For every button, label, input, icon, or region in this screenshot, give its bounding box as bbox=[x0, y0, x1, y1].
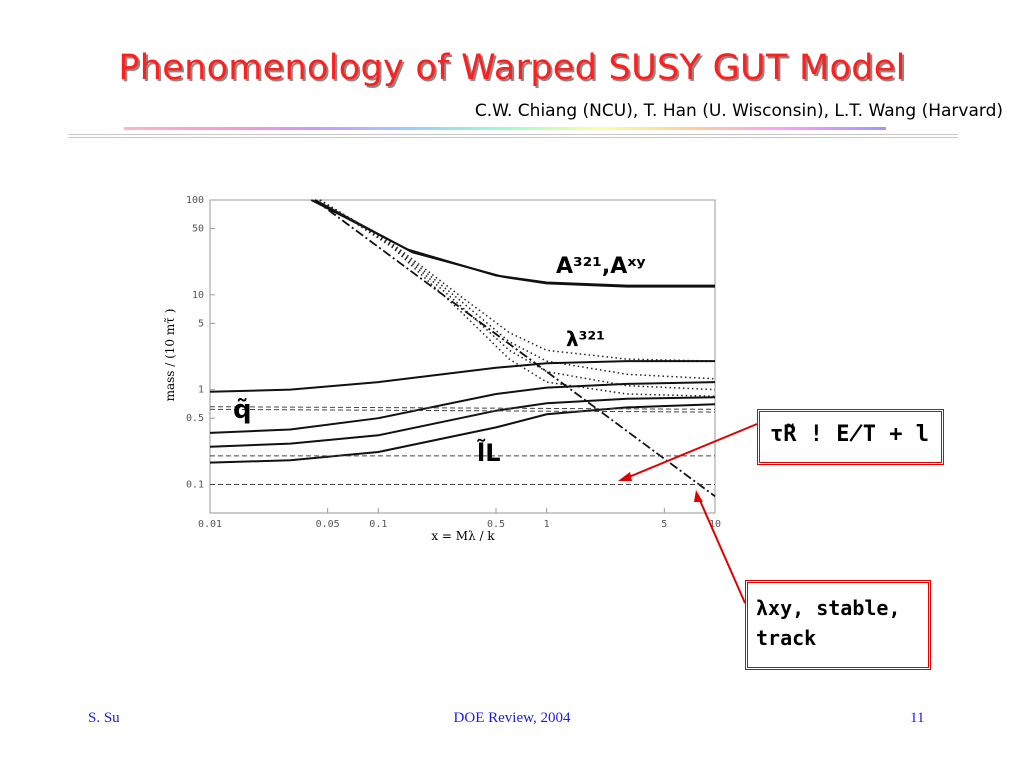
x-axis-label: x = Mλ / k bbox=[431, 529, 495, 543]
tick-group: 0.01 0.05 0.1 0.5 1 5 10 0.1 0.5 1 5 10 50 100 bbox=[186, 195, 721, 530]
series-line-lam4 bbox=[319, 199, 716, 398]
y-tick-label: 10 bbox=[192, 290, 204, 301]
series-line-s4 bbox=[209, 403, 716, 464]
footer-author: S. Su bbox=[88, 710, 120, 726]
x-tick-label: 10 bbox=[709, 519, 721, 530]
footer-page-number: 11 bbox=[910, 710, 925, 726]
x-tick-label: 0.1 bbox=[369, 519, 387, 530]
y-tick-label: 5 bbox=[198, 318, 204, 329]
x-tick-label: 0.05 bbox=[316, 519, 340, 530]
x-tick-label: 0.5 bbox=[487, 519, 505, 530]
y-tick-label: 50 bbox=[192, 224, 204, 235]
x-tick-label: 0.01 bbox=[198, 519, 222, 530]
label-lambda321: λ³²¹ bbox=[566, 327, 605, 351]
lambda-xy-line2: track bbox=[756, 626, 817, 650]
label-squark: q̃ bbox=[233, 395, 252, 425]
series-line-lam1 bbox=[319, 199, 716, 362]
x-tick-label: 5 bbox=[661, 519, 667, 530]
tau-decay-text: τ̃R ! E̸T + l bbox=[770, 422, 929, 447]
series-line-A2 bbox=[314, 199, 715, 288]
series-line-s3 bbox=[209, 396, 716, 448]
lambda-xy-text: λxy, stable, track bbox=[756, 593, 901, 653]
rainbow-divider bbox=[124, 127, 886, 130]
slide-title: Phenomenology of Warped SUSY GUT Model bbox=[118, 48, 906, 88]
plot-frame bbox=[209, 199, 716, 514]
footer-event: DOE Review, 2004 bbox=[453, 710, 571, 726]
tau-decay-callout: τ̃R ! E̸T + l bbox=[757, 409, 944, 465]
series-line-lamxy bbox=[314, 199, 716, 498]
series-line-s2 bbox=[209, 381, 716, 434]
x-tick-label: 1 bbox=[544, 519, 550, 530]
y-tick-label: 0.5 bbox=[186, 413, 204, 424]
lambda-xy-callout: λxy, stable, track bbox=[745, 580, 931, 670]
series-group bbox=[209, 199, 716, 498]
label-A: A³²¹,Aˣʸ bbox=[556, 254, 646, 279]
y-tick-label: 0.1 bbox=[186, 479, 204, 490]
y-tick-label: 1 bbox=[198, 385, 204, 396]
authors-line: C.W. Chiang (NCU), T. Han (U. Wisconsin)… bbox=[474, 101, 1003, 121]
arrow-to-lambda-xy bbox=[694, 490, 746, 604]
label-slepton: l̃L bbox=[476, 439, 500, 467]
gray-divider-bottom bbox=[68, 137, 958, 138]
y-axis-label: mass / (10 mτ̃ ) bbox=[163, 309, 177, 402]
series-line-s1 bbox=[209, 360, 715, 393]
y-tick-label: 100 bbox=[186, 195, 204, 206]
series-line-h1 bbox=[209, 406, 716, 410]
series-line-lam2 bbox=[319, 199, 716, 380]
arrow-to-tau-line bbox=[618, 423, 758, 481]
lambda-xy-line1: λxy, stable, bbox=[756, 596, 901, 620]
series-line-h2 bbox=[209, 408, 716, 413]
gray-divider-top bbox=[68, 134, 958, 135]
